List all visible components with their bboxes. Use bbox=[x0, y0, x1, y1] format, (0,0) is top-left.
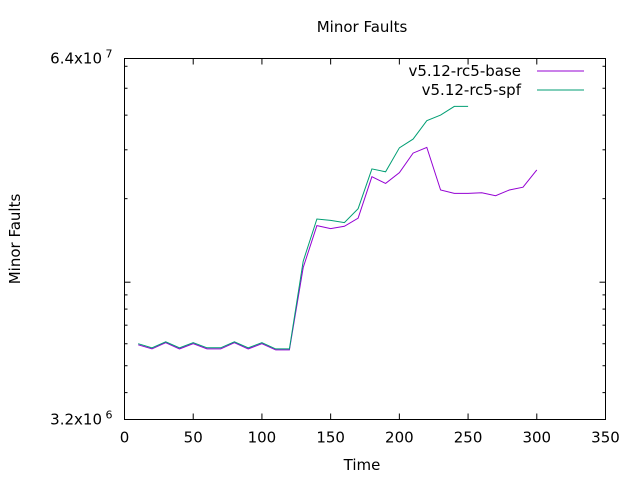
chart-title: Minor Faults bbox=[317, 18, 408, 36]
x-axis: 0 50 100 150 200 250 300 350 bbox=[120, 58, 620, 447]
x-tick-label: 300 bbox=[522, 429, 551, 447]
x-tick-label: 150 bbox=[316, 429, 345, 447]
series-line-1 bbox=[138, 146, 538, 351]
plot-frame bbox=[124, 58, 606, 420]
y-tick-label: 6.4x10 7 bbox=[50, 48, 112, 68]
y-axis: 3.2x10 6 6.4x10 7 bbox=[50, 48, 606, 429]
x-tick-label: 350 bbox=[591, 429, 620, 447]
series-group bbox=[138, 105, 538, 351]
x-axis-label: Time bbox=[343, 456, 381, 474]
x-tick-label: 250 bbox=[454, 429, 483, 447]
legend-label: v5.12-rc5-spf bbox=[422, 81, 522, 99]
x-tick-label: 50 bbox=[184, 429, 203, 447]
series-line-2 bbox=[138, 105, 469, 350]
x-tick-label: 0 bbox=[120, 429, 130, 447]
x-tick-label: 100 bbox=[248, 429, 277, 447]
legend-label: v5.12-rc5-base bbox=[409, 62, 522, 80]
x-tick-label: 200 bbox=[385, 429, 414, 447]
y-tick-label: 3.2x10 6 bbox=[50, 409, 112, 429]
y-axis-label: Minor Faults bbox=[6, 194, 24, 285]
